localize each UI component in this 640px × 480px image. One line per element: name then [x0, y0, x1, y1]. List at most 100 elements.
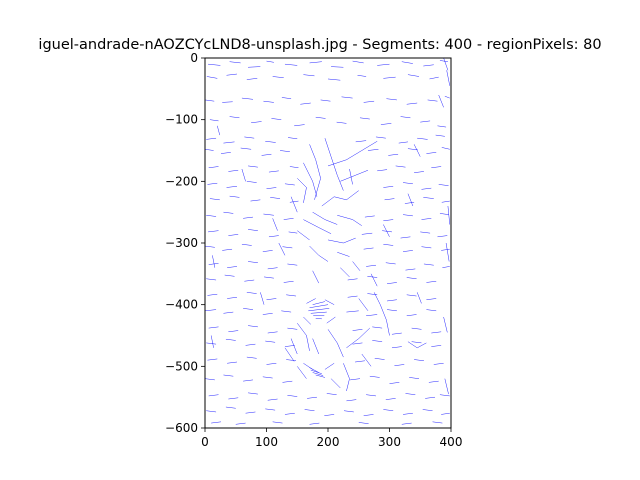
segment-121 — [402, 250, 413, 252]
segment-303 — [380, 304, 387, 321]
segment-325 — [210, 335, 214, 348]
segment-213 — [385, 398, 396, 400]
segment-2 — [248, 66, 261, 68]
segment-315 — [260, 292, 265, 305]
segment-149 — [347, 295, 358, 298]
segment-164 — [208, 326, 219, 329]
segment-65 — [426, 152, 437, 154]
segment-77 — [226, 186, 238, 188]
segment-263 — [297, 230, 310, 241]
segment-212 — [366, 394, 377, 397]
segment-159 — [346, 310, 359, 313]
segment-298 — [297, 366, 307, 379]
chart-title: iguel-andrade-nAOZCYcLND8-unsplash.jpg -… — [38, 37, 601, 53]
segment-79 — [266, 187, 277, 189]
segment-273 — [309, 304, 329, 308]
segment-56 — [435, 134, 445, 137]
segment-123 — [441, 248, 450, 251]
segment-306 — [358, 298, 369, 311]
segment-30 — [363, 100, 375, 103]
segment-252 — [321, 196, 335, 207]
segment-171 — [391, 332, 402, 335]
segment-166 — [248, 325, 258, 328]
segment-295 — [315, 374, 325, 378]
segment-294 — [312, 372, 324, 376]
segment-198 — [282, 380, 293, 383]
segment-208 — [287, 395, 298, 397]
segment-204 — [208, 394, 219, 397]
segment-280 — [303, 316, 311, 325]
segment-28 — [320, 99, 331, 102]
segment-90 — [384, 198, 395, 201]
segment-92 — [423, 197, 434, 199]
segment-206 — [248, 392, 258, 395]
segment-119 — [363, 247, 374, 250]
segment-322 — [443, 316, 448, 333]
segment-102 — [421, 218, 432, 220]
segment-326 — [217, 125, 221, 136]
segment-19 — [383, 76, 396, 79]
segment-228 — [422, 409, 433, 411]
y-tick-label-2: −200 — [165, 174, 198, 188]
segment-284 — [327, 329, 338, 344]
segment-71 — [289, 166, 299, 169]
segment-174 — [206, 342, 217, 345]
segment-324 — [212, 255, 216, 268]
segment-69 — [248, 165, 258, 168]
segment-308 — [417, 342, 427, 349]
segment-40 — [315, 116, 326, 119]
segment-313 — [413, 144, 421, 157]
segment-307 — [407, 341, 418, 349]
segment-34 — [444, 95, 450, 99]
segment-297 — [324, 363, 335, 370]
segment-22 — [204, 99, 215, 102]
segment-45 — [420, 120, 431, 123]
segment-293 — [310, 369, 322, 374]
segment-155 — [223, 311, 234, 314]
segment-269 — [340, 267, 350, 278]
segment-188 — [286, 359, 297, 362]
segment-36 — [229, 116, 240, 119]
segment-8 — [377, 63, 390, 66]
segment-216 — [439, 394, 450, 397]
segment-279 — [324, 299, 335, 305]
segment-231 — [235, 422, 246, 425]
segment-46 — [437, 125, 447, 128]
segment-113 — [437, 235, 448, 238]
segment-232 — [272, 421, 283, 424]
segment-97 — [263, 213, 274, 216]
segment-140 — [367, 276, 378, 278]
segment-62 — [367, 149, 379, 151]
segment-89 — [289, 200, 299, 203]
segment-103 — [439, 213, 449, 215]
segment-180 — [372, 340, 383, 342]
segment-246 — [346, 150, 362, 160]
segment-268 — [337, 252, 350, 257]
segment-219 — [245, 411, 256, 414]
segment-287 — [290, 338, 298, 355]
segment-5 — [309, 61, 322, 64]
segment-88 — [270, 197, 281, 199]
segment-20 — [407, 74, 420, 77]
segment-110 — [382, 230, 392, 233]
segment-59 — [240, 147, 252, 150]
y-tick-label-0: 0 — [190, 51, 198, 65]
segment-259 — [303, 219, 319, 228]
segment-304 — [386, 320, 390, 336]
segment-178 — [284, 345, 295, 347]
segment-233 — [309, 422, 320, 425]
segment-260 — [318, 227, 332, 234]
segment-108 — [288, 231, 298, 234]
segment-224 — [343, 410, 354, 413]
x-tick-label-2: 200 — [317, 435, 340, 449]
segment-167 — [267, 331, 278, 334]
segment-181 — [391, 346, 402, 349]
segment-153 — [426, 298, 437, 300]
segment-255 — [290, 196, 298, 213]
segment-1 — [229, 61, 241, 64]
segment-101 — [402, 214, 413, 217]
segment-136 — [244, 279, 255, 282]
segment-226 — [383, 409, 394, 411]
segment-272 — [312, 301, 325, 305]
segment-104 — [208, 230, 219, 233]
